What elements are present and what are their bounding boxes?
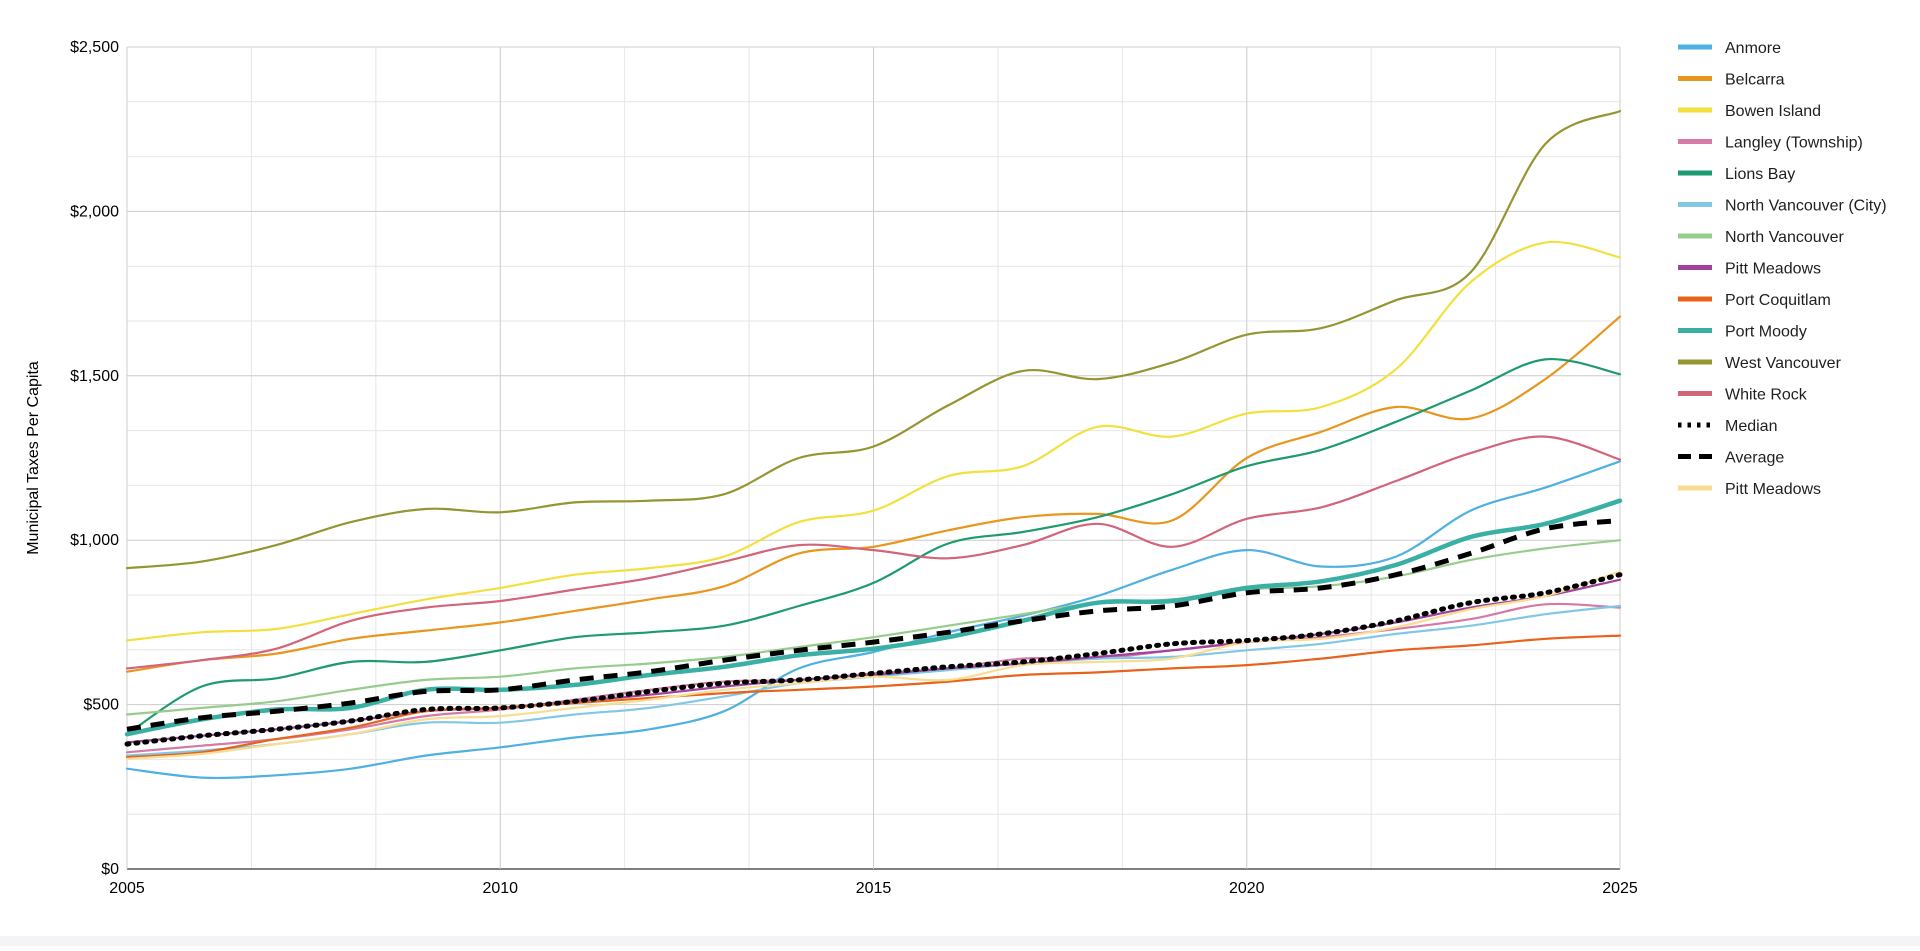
legend-label: Belcarra [1725,72,1785,89]
series-line-white-rock [125,435,1622,670]
legend-label: Pitt Meadows [1725,261,1821,278]
series-line-average [126,518,1621,732]
axes: $0 $500 $1,000 $1,500 $2,000 $2,500 2005 2010 20… [25,39,1638,897]
legend: Anmore Belcarra Bowen Island Langley (Towns… [1678,40,1887,498]
legend-label: Langley (Township) [1725,135,1863,152]
legend-label: Lions Bay [1725,166,1795,183]
legend-label: Port Coquitlam [1725,292,1831,309]
series-line-pitt-meadows [125,570,1622,760]
legend-label: North Vancouver (City) [1725,198,1887,215]
y-tick-label: $2,500 [70,39,119,56]
legend-item[interactable]: Median [1678,418,1777,435]
bottom-strip [0,936,1920,946]
legend-label: Pitt Meadows [1725,481,1821,498]
legend-item[interactable]: Anmore [1678,40,1781,57]
legend-item[interactable]: White Rock [1678,387,1808,404]
series-line-port-coquitlam [125,634,1622,759]
legend-label: Bowen Island [1725,103,1821,120]
legend-item[interactable]: Pitt Meadows [1678,481,1821,498]
legend-label: Port Moody [1725,324,1807,341]
y-tick-label: $1,500 [70,368,119,385]
legend-item[interactable]: North Vancouver (City) [1678,198,1887,215]
series-line-median [124,572,1623,747]
series-line-lions-bay [125,357,1622,736]
series-lines [124,110,1623,780]
legend-item[interactable]: Langley (Township) [1678,135,1863,152]
legend-item[interactable]: Average [1678,450,1784,467]
legend-item[interactable]: Bowen Island [1678,103,1821,120]
legend-item[interactable]: Port Coquitlam [1678,292,1831,309]
legend-item[interactable]: Pitt Meadows [1678,261,1821,278]
legend-label: North Vancouver [1725,229,1845,246]
legend-item[interactable]: Lions Bay [1678,166,1795,183]
legend-item[interactable]: Belcarra [1678,72,1785,89]
series-line-belcarra [125,315,1622,673]
legend-label: Average [1725,450,1784,467]
legend-item[interactable]: West Vancouver [1678,355,1842,372]
series-line-west-vancouver [125,110,1622,570]
y-axis-title: Municipal Taxes Per Capita [25,361,42,555]
legend-label: Median [1725,418,1777,435]
series-line-port-moody [124,498,1623,737]
series-line-bowen-island [125,240,1622,642]
legend-label: Anmore [1725,40,1781,57]
y-tick-label: $0 [101,861,119,878]
legend-label: White Rock [1725,387,1808,404]
y-tick-label: $1,000 [70,532,119,549]
x-tick-label: 2020 [1229,880,1265,897]
x-tick-label: 2025 [1602,880,1638,897]
x-tick-label: 2010 [482,880,518,897]
legend-item[interactable]: North Vancouver [1678,229,1845,246]
series-line-anmore [125,460,1622,780]
y-tick-label: $500 [83,697,119,714]
x-tick-label: 2005 [109,880,145,897]
y-tick-label: $2,000 [70,203,119,220]
grid [126,46,1621,870]
legend-item[interactable]: Port Moody [1678,324,1807,341]
legend-label: West Vancouver [1725,355,1842,372]
x-tick-label: 2015 [856,880,892,897]
